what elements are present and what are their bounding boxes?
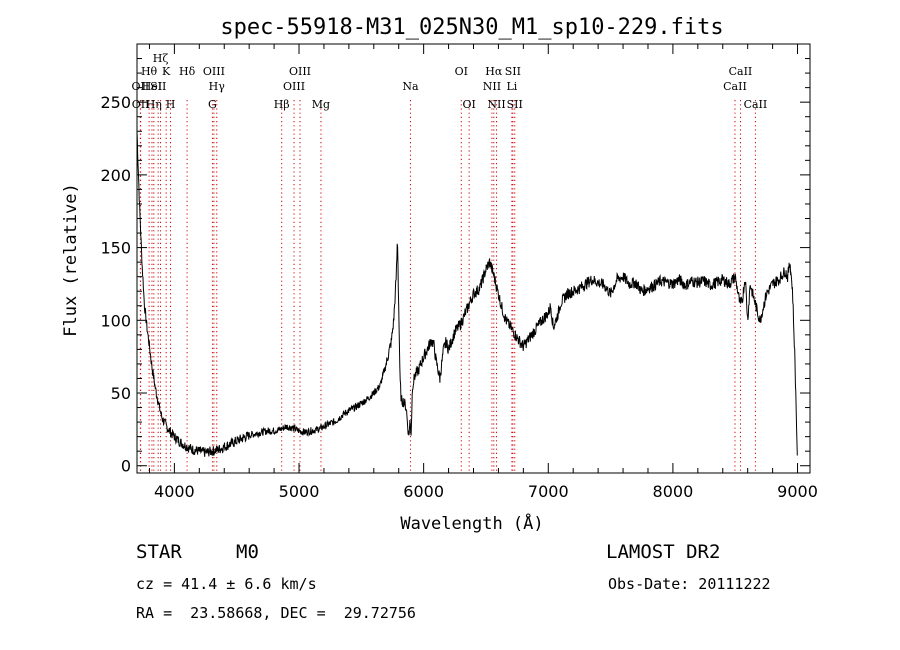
spectral-line-label: OII [132,80,150,93]
spectral-line-label: Li [506,80,517,93]
spectral-line-label: NII [487,98,505,111]
spectral-line-label: Mg [312,98,330,111]
spectral-line-label: Hζ [153,52,169,65]
x-tick-label: 9000 [777,482,818,501]
x-tick-label: 8000 [653,482,694,501]
spectral-line-label: H [166,98,176,111]
y-axis-label: Flux (relative) [61,183,81,337]
line-markers [139,100,756,473]
redshift-text: cz = 41.4 ± 6.6 km/s [136,575,317,593]
spectral-line-label: Hγ [209,80,226,93]
y-tick-label: 150 [100,239,131,258]
spectrum-line [136,131,798,457]
spectral-line-label: Hβ [274,98,290,111]
spectral-line-label: HeI [142,80,162,93]
spectral-line-label: SII [507,98,523,111]
spectral-line-label: OIII [203,65,225,78]
spectral-line-label: Na [402,80,419,93]
x-axis-label: Wavelength (Å) [400,512,543,534]
spectral-line-label: Hα [485,65,503,78]
y-tick-label: 200 [100,166,131,185]
y-tick-label: 50 [111,384,131,403]
subclass-label: M0 [236,541,259,563]
obs-date-text: Obs-Date: 20111222 [608,575,771,593]
spectral-line-label: OII [132,98,150,111]
y-tick-label: 250 [100,93,131,112]
spectral-line-label: G [208,98,217,111]
spectral-line-label: CaII [729,65,753,78]
survey-label: LAMOST DR2 [606,541,721,563]
spectral-line-label: CaII [744,98,768,111]
y-tick-label: 100 [100,311,131,330]
line-labels: OII OII Hθ HeI Hη SII HζK H Hδ OIII Hγ G Hβ OIII OIII M… [132,52,768,111]
spectral-line-label: K [162,65,171,78]
spectral-line-label: CaII [723,80,747,93]
axis-ticks: 4000 5000 6000 7000 8000 9000 0 50 100 150 200 250 [100,44,818,501]
spectrum-series [136,131,798,457]
spectral-line-label: Hθ [141,65,158,78]
spectral-line-label: SII [150,80,166,93]
spectral-line-label: Hδ [179,65,196,78]
spectral-line-label: SII [505,65,521,78]
coordinates-text: RA = 23.58668, DEC = 29.72756 [136,604,416,622]
class-label: STAR [136,541,182,563]
y-tick-label: 0 [121,457,131,476]
spectral-line-label: OI [462,98,475,111]
x-tick-label: 6000 [403,482,444,501]
x-tick-label: 7000 [528,482,569,501]
spectral-line-label: OI [455,65,468,78]
spectral-line-label: OIII [283,80,305,93]
x-tick-label: 5000 [279,482,320,501]
spectral-line-label: OIII [289,65,311,78]
x-tick-label: 4000 [154,482,195,501]
spectral-line-label: NII [483,80,501,93]
spectral-line-label: Hη [146,98,162,111]
chart-title: spec-55918-M31_025N30_M1_sp10-229.fits [220,15,723,40]
